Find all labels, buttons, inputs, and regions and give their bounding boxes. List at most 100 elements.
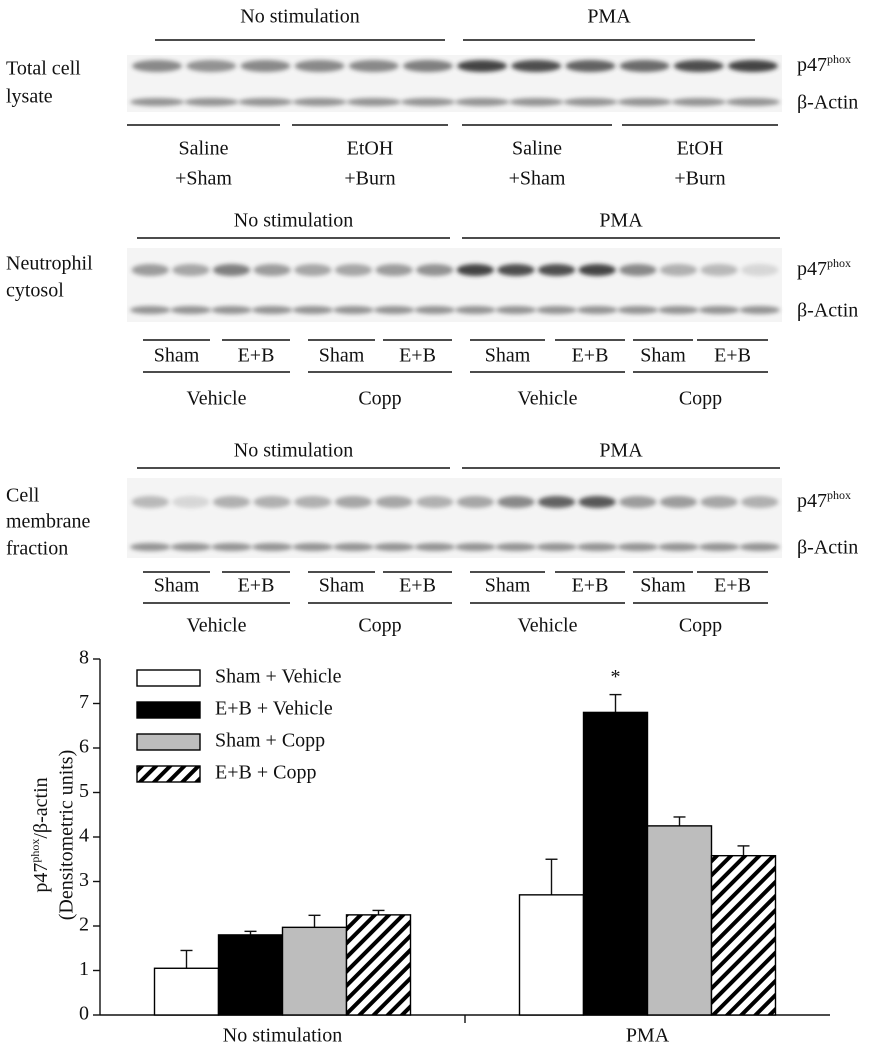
protein-sup: phox — [827, 52, 851, 66]
actin-band — [536, 543, 577, 551]
legend-label: Sham + Copp — [215, 730, 325, 752]
protein-band — [741, 496, 779, 508]
y-label-rest: /β-actin — [30, 777, 52, 838]
legend-swatch — [136, 669, 201, 687]
protein-band — [457, 60, 508, 72]
group-label: No stimulation — [234, 210, 353, 232]
protein-band — [375, 496, 413, 508]
legend-label: Sham + Vehicle — [215, 666, 342, 688]
protein-band — [212, 264, 251, 276]
protein-band — [132, 60, 182, 72]
protein-band — [294, 60, 345, 72]
actin-band — [333, 543, 374, 551]
subgroup-label: Sham — [154, 575, 200, 597]
y-tick-label: 4 — [79, 825, 89, 847]
lane-label: Saline — [179, 138, 229, 160]
actin-band — [739, 543, 780, 551]
control-label: β-Actin — [797, 537, 858, 559]
actin-band — [251, 306, 293, 314]
treatment-label: Vehicle — [518, 615, 578, 637]
lane-label: +Sham — [509, 168, 566, 190]
actin-band — [251, 543, 293, 551]
actin-band — [536, 306, 577, 314]
actin-band — [373, 306, 415, 314]
error-bar — [673, 816, 686, 826]
x-tick-label: PMA — [626, 1025, 670, 1047]
protein-band — [253, 496, 291, 508]
protein-band — [619, 496, 657, 508]
actin-band — [495, 543, 537, 551]
treatment-label: Copp — [358, 615, 401, 637]
subgroup-label: E+B — [572, 345, 609, 367]
panel-label: Total cell — [6, 58, 81, 80]
actin-band — [130, 543, 171, 551]
protein-band — [334, 264, 373, 276]
protein-band — [131, 264, 169, 276]
actin-band — [184, 98, 239, 106]
group-label: PMA — [599, 440, 643, 462]
protein-band — [537, 496, 576, 508]
actin-band — [576, 543, 618, 551]
subgroup-label: Sham — [485, 575, 531, 597]
protein-band — [186, 60, 237, 72]
actin-band — [333, 306, 374, 314]
legend-swatch — [136, 765, 201, 783]
protein-band — [619, 264, 657, 276]
subgroup-label: E+B — [399, 575, 436, 597]
y-label-sup: phox — [28, 839, 42, 863]
error-bar — [372, 909, 385, 915]
subgroup-label: Sham — [319, 575, 365, 597]
protein-band — [416, 264, 454, 276]
protein-band — [565, 60, 616, 72]
actin-band — [211, 306, 252, 314]
actin-band — [658, 306, 699, 314]
actin-band — [725, 98, 781, 106]
blot-image — [127, 478, 782, 558]
y-axis-label: p47phox/β-actin — [28, 777, 52, 892]
protein-label: p47phox — [797, 256, 851, 280]
subgroup-label: E+B — [238, 575, 275, 597]
panel-label: fraction — [6, 538, 68, 560]
actin-band — [455, 543, 496, 551]
protein-sup: phox — [827, 256, 851, 270]
subgroup-label: Sham — [319, 345, 365, 367]
legend-label: E+B + Vehicle — [215, 698, 333, 720]
protein-band — [619, 60, 670, 72]
protein-name: p47 — [797, 490, 827, 512]
protein-band — [497, 264, 535, 276]
protein-band — [456, 264, 494, 276]
protein-band — [253, 264, 291, 276]
legend-label: E+B + Copp — [215, 762, 316, 784]
actin-band — [346, 98, 401, 106]
subgroup-label: E+B — [714, 345, 751, 367]
protein-band — [700, 264, 738, 276]
actin-band — [414, 543, 455, 551]
protein-band — [659, 496, 698, 508]
group-label: No stimulation — [234, 440, 353, 462]
y-tick-label: 0 — [79, 1003, 89, 1025]
protein-band — [673, 60, 724, 72]
lane-label: Saline — [512, 138, 562, 160]
bar — [217, 934, 284, 1016]
protein-band — [403, 60, 453, 72]
treatment-label: Copp — [679, 388, 722, 410]
error-bar — [737, 845, 750, 856]
actin-band — [170, 306, 212, 314]
error-bar — [180, 949, 193, 969]
actin-band — [373, 543, 415, 551]
treatment-label: Vehicle — [518, 388, 578, 410]
panel-label: membrane — [6, 511, 91, 533]
protein-band — [456, 496, 494, 508]
actin-band — [576, 306, 618, 314]
protein-band — [294, 496, 332, 508]
subgroup-label: E+B — [572, 575, 609, 597]
lane-label: +Burn — [674, 168, 725, 190]
protein-band — [497, 496, 535, 508]
protein-label: p47phox — [797, 52, 851, 76]
subgroup-label: E+B — [399, 345, 436, 367]
subgroup-label: E+B — [238, 345, 275, 367]
actin-band — [414, 306, 455, 314]
protein-sup: phox — [827, 488, 851, 502]
protein-label: p47phox — [797, 488, 851, 512]
